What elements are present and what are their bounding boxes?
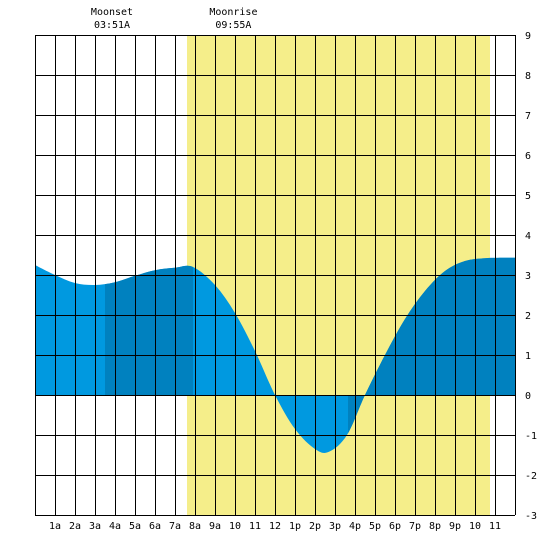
y-tick-label: 8 (525, 71, 531, 82)
x-tick-label: 7a (169, 521, 181, 532)
y-tick-label: 4 (525, 231, 531, 242)
x-tick-label: 4p (349, 521, 361, 532)
x-tick-label: 9a (209, 521, 221, 532)
x-tick-label: 8a (189, 521, 201, 532)
x-tick-label: 2p (309, 521, 321, 532)
moon-event-time: 09:55A (215, 20, 251, 31)
x-tick-label: 11 (249, 521, 261, 532)
x-tick-label: 7p (409, 521, 421, 532)
x-tick-label: 3p (329, 521, 341, 532)
y-tick-label: 9 (525, 31, 531, 42)
x-tick-label: 11 (489, 521, 501, 532)
y-tick-label: 0 (525, 391, 531, 402)
y-tick-label: 7 (525, 111, 531, 122)
x-tick-label: 10 (469, 521, 481, 532)
x-tick-label: 10 (229, 521, 241, 532)
y-tick-label: 2 (525, 311, 531, 322)
y-tick-label: 6 (525, 151, 531, 162)
x-tick-label: 3a (89, 521, 101, 532)
moon-event-name: Moonrise (209, 7, 257, 18)
y-tick-label: -2 (525, 471, 537, 482)
x-tick-label: 1a (49, 521, 61, 532)
x-tick-label: 9p (449, 521, 461, 532)
x-tick-label: 6a (149, 521, 161, 532)
x-tick-label: 6p (389, 521, 401, 532)
y-tick-label: 3 (525, 271, 531, 282)
y-tick-label: -3 (525, 511, 537, 522)
y-tick-label: -1 (525, 431, 537, 442)
x-tick-label: 4a (109, 521, 121, 532)
moon-event-name: Moonset (91, 7, 133, 18)
x-tick-label: 12 (269, 521, 281, 532)
x-tick-label: 2a (69, 521, 81, 532)
moon-event-time: 03:51A (94, 20, 130, 31)
x-tick-label: 5p (369, 521, 381, 532)
x-tick-label: 5a (129, 521, 141, 532)
y-tick-label: 1 (525, 351, 531, 362)
y-tick-label: 5 (525, 191, 531, 202)
x-tick-label: 8p (429, 521, 441, 532)
x-tick-label: 1p (289, 521, 301, 532)
